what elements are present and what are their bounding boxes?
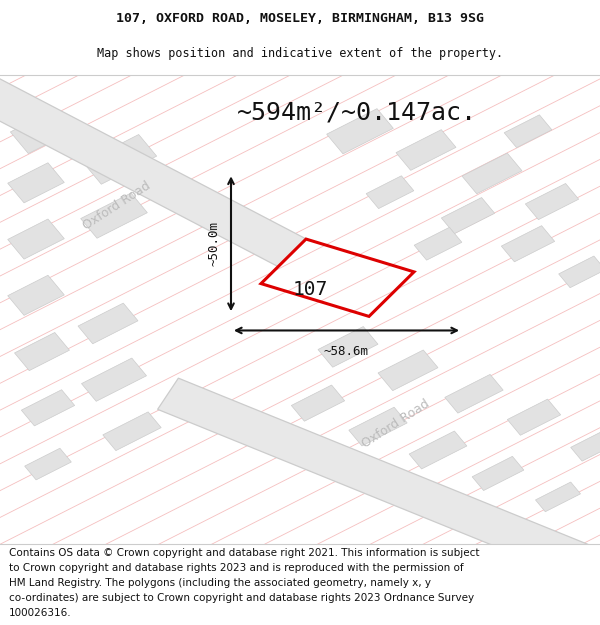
Polygon shape (78, 303, 138, 344)
Text: to Crown copyright and database rights 2023 and is reproduced with the permissio: to Crown copyright and database rights 2… (9, 563, 464, 573)
Polygon shape (445, 374, 503, 413)
Polygon shape (571, 429, 600, 461)
Polygon shape (22, 390, 74, 426)
Polygon shape (83, 134, 157, 184)
Text: HM Land Registry. The polygons (including the associated geometry, namely x, y: HM Land Registry. The polygons (includin… (9, 578, 431, 588)
Polygon shape (158, 378, 600, 597)
Polygon shape (378, 350, 438, 391)
Text: 100026316.: 100026316. (9, 608, 71, 618)
Text: ~58.6m: ~58.6m (324, 346, 369, 359)
Polygon shape (502, 226, 554, 262)
Text: Oxford Road: Oxford Road (81, 179, 153, 233)
Polygon shape (526, 184, 578, 219)
Polygon shape (366, 176, 414, 209)
Polygon shape (8, 219, 64, 259)
Polygon shape (261, 239, 414, 316)
Polygon shape (508, 399, 560, 435)
Polygon shape (349, 408, 407, 446)
Polygon shape (559, 256, 600, 288)
Polygon shape (10, 109, 74, 154)
Polygon shape (442, 198, 494, 234)
Polygon shape (472, 456, 524, 491)
Text: co-ordinates) are subject to Crown copyright and database rights 2023 Ordnance S: co-ordinates) are subject to Crown copyr… (9, 593, 474, 603)
Text: 107, OXFORD ROAD, MOSELEY, BIRMINGHAM, B13 9SG: 107, OXFORD ROAD, MOSELEY, BIRMINGHAM, B… (116, 12, 484, 25)
Polygon shape (8, 275, 64, 316)
Polygon shape (80, 193, 148, 238)
Polygon shape (14, 332, 70, 371)
Polygon shape (414, 228, 462, 260)
Text: ~594m²/~0.147ac.: ~594m²/~0.147ac. (237, 101, 477, 125)
Polygon shape (535, 482, 581, 512)
Polygon shape (25, 448, 71, 480)
Polygon shape (396, 129, 456, 171)
Polygon shape (82, 358, 146, 401)
Text: Oxford Road: Oxford Road (360, 398, 432, 451)
Text: Map shows position and indicative extent of the property.: Map shows position and indicative extent… (97, 48, 503, 61)
Polygon shape (504, 115, 552, 148)
Text: ~50.0m: ~50.0m (207, 221, 220, 266)
Polygon shape (326, 109, 394, 154)
Polygon shape (409, 431, 467, 469)
Text: Contains OS data © Crown copyright and database right 2021. This information is : Contains OS data © Crown copyright and d… (9, 548, 479, 558)
Text: 107: 107 (293, 280, 328, 299)
Polygon shape (318, 326, 378, 367)
Polygon shape (292, 385, 344, 421)
Polygon shape (103, 412, 161, 451)
Polygon shape (462, 153, 522, 194)
Polygon shape (0, 70, 373, 303)
Polygon shape (8, 162, 64, 203)
